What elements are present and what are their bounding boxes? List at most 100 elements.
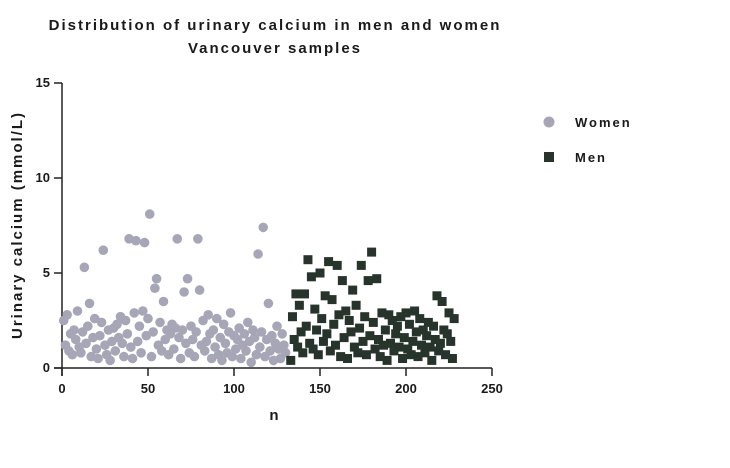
- data-point-women: [155, 317, 165, 328]
- data-point-men: [408, 336, 418, 346]
- data-point-men: [356, 260, 366, 270]
- data-point-men: [427, 355, 437, 365]
- data-point-men: [313, 350, 323, 360]
- data-point-men: [384, 310, 394, 320]
- data-point-men: [289, 335, 299, 344]
- data-point-men: [382, 355, 392, 365]
- data-point-women: [69, 325, 79, 335]
- data-point-women: [120, 315, 131, 326]
- data-point-men: [330, 340, 340, 350]
- data-point-men: [416, 340, 426, 350]
- data-point-women: [279, 340, 289, 351]
- data-point-men: [411, 327, 421, 337]
- data-point-men: [447, 354, 457, 363]
- data-point-men: [332, 260, 342, 270]
- data-point-men: [365, 331, 375, 341]
- data-point-men: [367, 247, 377, 257]
- legend-label-men: Men: [575, 150, 607, 165]
- data-point-women: [70, 334, 81, 345]
- data-point-men: [341, 306, 351, 316]
- data-point-men: [353, 348, 363, 358]
- data-point-men: [442, 329, 452, 339]
- data-point-men: [435, 338, 445, 348]
- data-point-men: [348, 285, 358, 295]
- data-point-women: [117, 338, 127, 349]
- data-point-men: [320, 291, 330, 301]
- data-point-women: [158, 296, 169, 307]
- data-point-men: [363, 276, 373, 286]
- data-point-women: [267, 330, 277, 341]
- data-point-men: [361, 350, 371, 360]
- data-point-men: [360, 312, 370, 322]
- legend-label-women: Women: [575, 115, 632, 130]
- y-axis-label: Urinary calcium (mmol/L): [9, 111, 26, 339]
- data-point-men: [401, 308, 411, 318]
- data-point-men: [391, 329, 401, 339]
- x-tick-label: 250: [481, 381, 503, 396]
- data-point-women: [151, 273, 162, 284]
- data-point-men: [437, 297, 447, 306]
- chart-subtitle: Vancouver samples: [188, 40, 362, 57]
- data-point-men: [339, 333, 349, 343]
- data-point-men: [432, 291, 442, 301]
- data-point-men: [300, 289, 310, 299]
- data-point-women: [187, 334, 198, 345]
- data-point-women: [272, 321, 282, 332]
- data-point-women: [208, 325, 219, 335]
- data-point-men: [444, 308, 454, 318]
- data-point-men: [370, 344, 380, 354]
- data-point-women: [138, 306, 148, 316]
- data-point-men: [415, 314, 425, 324]
- data-point-men: [344, 316, 354, 325]
- data-point-women: [129, 308, 140, 318]
- data-point-women: [203, 310, 213, 320]
- data-point-men: [312, 325, 322, 335]
- data-point-women: [199, 346, 210, 356]
- data-point-men: [296, 327, 306, 337]
- data-point-women: [251, 349, 262, 360]
- data-point-women: [239, 329, 250, 339]
- data-point-women: [263, 298, 274, 309]
- data-point-men: [303, 255, 313, 265]
- data-point-women: [280, 348, 291, 358]
- data-point-women: [134, 321, 145, 332]
- data-point-women: [96, 317, 107, 328]
- data-point-men: [294, 300, 304, 310]
- data-point-women: [182, 273, 193, 284]
- data-point-women: [212, 313, 222, 324]
- data-point-women: [148, 327, 158, 337]
- data-point-women: [81, 338, 91, 349]
- data-point-men: [441, 350, 451, 360]
- data-point-men: [327, 295, 337, 305]
- data-point-men: [298, 348, 308, 358]
- data-point-women: [110, 346, 121, 356]
- data-point-men: [368, 317, 378, 327]
- data-point-men: [422, 331, 432, 341]
- data-point-men: [410, 306, 420, 316]
- data-point-men: [293, 342, 303, 352]
- data-point-women: [132, 336, 143, 347]
- data-point-women: [253, 249, 263, 259]
- data-point-women: [179, 287, 189, 297]
- data-point-women: [201, 336, 212, 347]
- data-point-men: [377, 308, 387, 318]
- data-point-women: [112, 319, 122, 330]
- y-tick-label: 10: [36, 170, 50, 185]
- data-point-women: [177, 325, 188, 335]
- data-point-women: [265, 346, 275, 356]
- data-point-women: [241, 346, 251, 356]
- data-point-men: [425, 342, 435, 352]
- data-point-women: [67, 349, 78, 360]
- data-point-men: [317, 314, 327, 324]
- data-point-women: [277, 329, 287, 339]
- data-point-women: [79, 262, 90, 273]
- chart-title: Distribution of urinary calcium in men a…: [49, 17, 502, 34]
- data-point-men: [373, 335, 383, 344]
- data-point-men: [379, 340, 389, 350]
- data-point-men: [308, 344, 318, 354]
- data-point-men: [329, 319, 339, 329]
- data-point-women: [249, 332, 260, 343]
- data-point-men: [403, 344, 413, 354]
